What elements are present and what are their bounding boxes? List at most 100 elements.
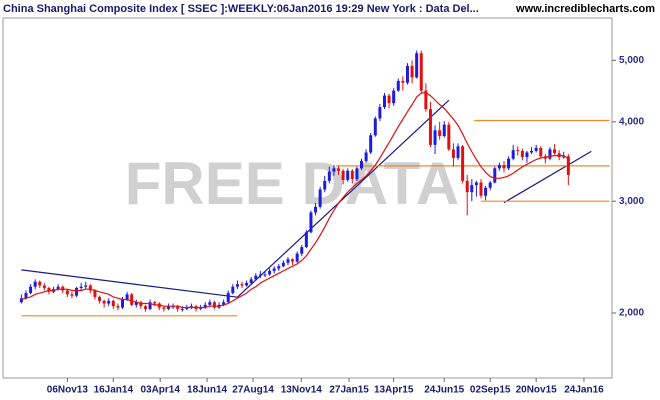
candle-body — [130, 294, 134, 305]
candle-body — [24, 293, 28, 299]
candle-body — [121, 299, 125, 308]
trend-line — [236, 99, 450, 298]
chart-title: China Shanghai Composite Index [ SSEC ]:… — [3, 3, 479, 15]
candle-body — [240, 284, 244, 286]
candle-body — [203, 304, 207, 308]
candle-body — [530, 150, 534, 153]
candle-body — [479, 182, 483, 196]
candle-body — [516, 150, 520, 152]
candle-body — [116, 306, 120, 308]
candle-body — [19, 298, 23, 303]
candle-body — [226, 293, 230, 303]
candle-body — [258, 274, 262, 276]
candle-body — [525, 152, 529, 158]
candle-body — [360, 161, 364, 169]
candle-body — [98, 296, 102, 301]
candle-body — [346, 170, 350, 180]
candle-body — [70, 294, 74, 296]
y-tick-label: 3,000 — [619, 196, 644, 207]
candle-body — [337, 168, 341, 171]
y-tick-label: 5,000 — [619, 55, 644, 66]
candle-body — [93, 290, 97, 297]
candle-body — [281, 262, 285, 267]
candle-body — [401, 80, 405, 83]
candle-body — [295, 253, 299, 262]
candle-body — [79, 286, 83, 288]
candle-body — [88, 285, 92, 291]
x-tick-label: 13Nov14 — [281, 385, 323, 396]
candle-body — [235, 284, 239, 287]
candle-body — [208, 302, 212, 305]
candle-body — [484, 187, 488, 196]
trend-line — [503, 150, 592, 204]
candle-body — [378, 107, 382, 119]
candle-body — [447, 124, 451, 150]
candle-body — [548, 149, 552, 159]
candle-body — [75, 287, 79, 296]
candle-body — [350, 170, 354, 180]
candle-body — [38, 281, 42, 286]
watermark: FREE DATA — [125, 150, 459, 217]
candle-body — [309, 212, 313, 233]
candle-body — [111, 300, 115, 307]
candle-body — [433, 130, 437, 145]
plot-frame — [2, 17, 613, 379]
candle-body — [382, 95, 386, 108]
moving-average — [21, 91, 569, 309]
candle-body — [56, 286, 60, 290]
x-tick-label: 27Aug14 — [232, 385, 274, 396]
candle-body — [222, 302, 226, 305]
candle-body — [461, 146, 465, 181]
candle-body — [566, 156, 570, 175]
candle-body — [291, 259, 295, 262]
candle-body — [470, 185, 474, 193]
candle-body — [300, 247, 304, 254]
candle-body — [139, 302, 143, 307]
candle-body — [488, 182, 492, 188]
candle-body — [456, 146, 460, 158]
x-tick-label: 24Jun15 — [424, 385, 464, 396]
candle-body — [102, 300, 106, 304]
candle-body — [405, 65, 409, 83]
candle-body — [327, 171, 331, 181]
candle-body — [180, 308, 184, 310]
candle-body — [465, 180, 469, 193]
candle-body — [286, 259, 290, 263]
x-tick-label: 13Apr15 — [374, 385, 414, 396]
candle-body — [355, 168, 359, 180]
candle-body — [415, 53, 419, 78]
candle-body — [451, 149, 455, 158]
candle-body — [539, 147, 543, 157]
candle-body — [438, 130, 442, 137]
candle-body — [341, 170, 345, 180]
candle-body — [125, 294, 129, 300]
candle-body — [212, 302, 216, 308]
trend-line — [21, 269, 238, 298]
y-tick-label: 4,000 — [619, 117, 644, 128]
candle-body — [65, 290, 69, 295]
candle-body — [364, 152, 368, 162]
candle-body — [47, 287, 51, 292]
candle-body — [314, 206, 318, 213]
candle-body — [323, 180, 327, 190]
candle-body — [410, 65, 414, 78]
candle-body — [396, 80, 400, 91]
candle-body — [474, 182, 478, 186]
candle-body — [373, 118, 377, 136]
candle-body — [442, 124, 446, 137]
candle-body — [162, 307, 166, 309]
x-tick-label: 20Nov15 — [516, 385, 558, 396]
candle-body — [369, 135, 373, 153]
candle-body — [387, 95, 391, 104]
candle-body — [332, 168, 336, 172]
candle-body — [507, 158, 511, 169]
x-tick-label: 18Jun14 — [187, 385, 227, 396]
candle-body — [166, 306, 170, 309]
candle-body — [419, 53, 423, 91]
candle-body — [493, 168, 497, 183]
candle-body — [42, 285, 46, 288]
candle-body — [176, 306, 180, 309]
candle-body — [277, 266, 281, 269]
candle-body — [134, 302, 138, 305]
